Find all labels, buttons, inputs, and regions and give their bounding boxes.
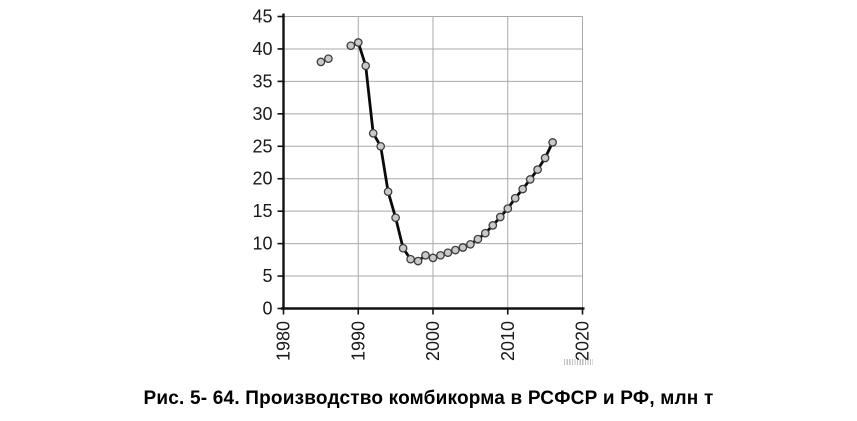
y-tick-label: 15 (252, 201, 272, 221)
data-point-marker (480, 228, 490, 238)
data-series-line (349, 41, 554, 263)
x-tick-label: 1980 (274, 321, 294, 361)
data-point-marker (466, 239, 475, 249)
data-point-marker (548, 138, 557, 147)
data-point-marker (376, 141, 386, 151)
data-point-marker (391, 213, 400, 223)
x-tick-label: 1990 (348, 321, 368, 361)
data-point-marker (495, 212, 505, 222)
plot-svg: 0 5 10 15 20 25 30 35 40 45 1980 1990 2000 2010 2020 (252, 7, 593, 362)
y-tick-label: 35 (252, 71, 272, 91)
data-point-marker (451, 245, 460, 255)
data-point-marker (316, 57, 326, 67)
data-point-marker (324, 54, 333, 64)
x-tick-label: 2010 (498, 321, 518, 361)
data-point-marker (436, 250, 445, 260)
data-point-marker (413, 256, 423, 266)
y-tick-label: 10 (252, 234, 272, 254)
y-tick-label: 5 (262, 266, 272, 286)
data-point-marker (503, 204, 513, 213)
data-point-marker (473, 234, 483, 244)
data-point-marker (458, 243, 468, 252)
data-point-marker (518, 184, 528, 194)
y-tick-label: 40 (252, 39, 272, 59)
data-point-marker (361, 61, 371, 71)
data-point-marker (533, 165, 542, 174)
data-point-marker (406, 254, 415, 264)
data-point-marker (368, 128, 378, 138)
data-point-marker (540, 153, 550, 163)
data-point-marker (398, 243, 408, 253)
y-tick-label: 30 (252, 104, 272, 124)
y-tick-label: 25 (252, 136, 272, 156)
data-point-marker (428, 253, 438, 263)
y-tick-label: 45 (252, 7, 272, 27)
x-tick-label: 2020 (573, 321, 593, 361)
data-point-marker (383, 187, 393, 197)
data-point-marker (421, 250, 430, 260)
y-tick-label: 20 (252, 169, 272, 189)
x-tick-label: 2000 (423, 321, 443, 361)
figure-caption: Рис. 5- 64. Производство комбикорма в РС… (143, 388, 714, 409)
data-point-marker (353, 38, 363, 47)
data-point-marker (525, 175, 535, 184)
data-point-marker (488, 221, 498, 230)
data-point-marker (510, 193, 520, 203)
watermark-smudge (564, 359, 593, 365)
data-point-marker (443, 248, 453, 258)
data-point-marker (346, 41, 356, 51)
y-tick-label: 0 (262, 299, 272, 319)
